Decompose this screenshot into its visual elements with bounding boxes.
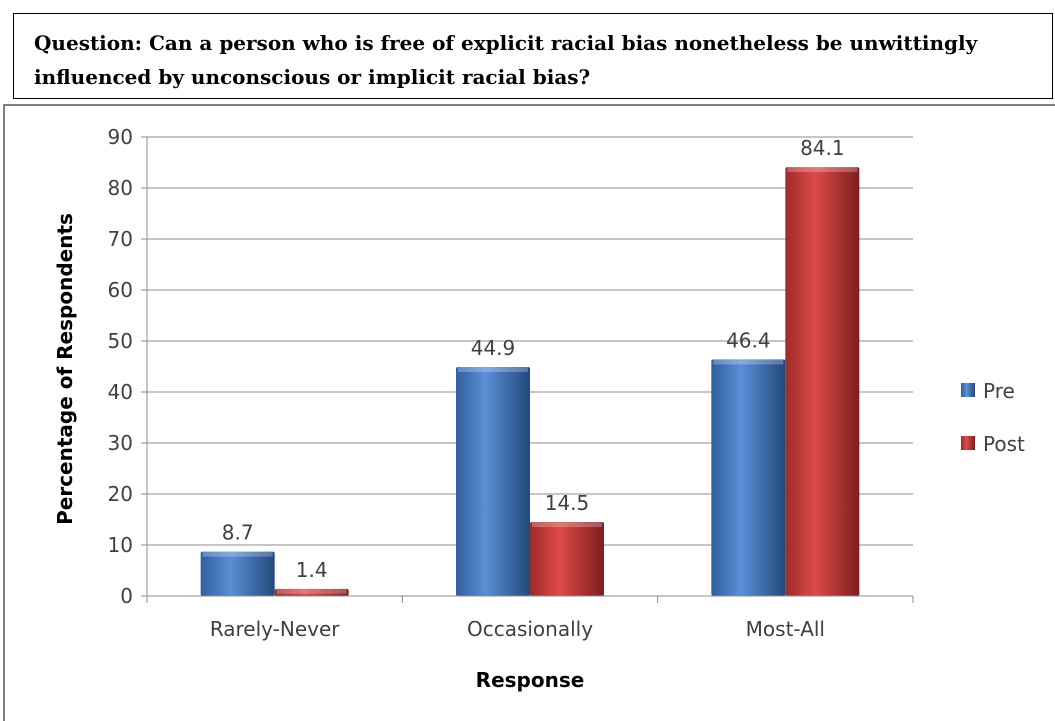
bar-post-occasionally bbox=[530, 522, 604, 596]
y-tick-label: 10 bbox=[108, 533, 133, 557]
legend-swatch-post bbox=[961, 436, 975, 450]
bar-highlight bbox=[532, 522, 602, 528]
y-tick-label: 80 bbox=[108, 176, 133, 200]
data-labels: 8.7 1.4 44.9 14.5 46.4 84.1 bbox=[222, 136, 845, 582]
y-axis-title: Percentage of Respondents bbox=[53, 213, 77, 525]
data-label: 84.1 bbox=[800, 136, 845, 160]
data-label: 14.5 bbox=[545, 491, 590, 515]
y-tick-label: 40 bbox=[108, 380, 133, 404]
data-label: 44.9 bbox=[471, 336, 516, 360]
data-label: 8.7 bbox=[222, 521, 254, 545]
bar-post-rarely-never bbox=[274, 588, 349, 596]
y-tick-label: 0 bbox=[120, 584, 133, 608]
y-tick-label: 90 bbox=[108, 125, 133, 149]
question-text: Question: Can a person who is free of ex… bbox=[34, 31, 978, 89]
bar-post-most-all bbox=[785, 167, 860, 596]
bar-pre-most-all bbox=[711, 359, 786, 596]
y-tick-label: 30 bbox=[108, 431, 133, 455]
legend-swatch-pre bbox=[961, 383, 975, 397]
question-box: Question: Can a person who is free of ex… bbox=[13, 13, 1053, 99]
x-axis-title: Response bbox=[476, 668, 585, 692]
axes: 0 10 20 30 40 50 60 70 80 90 Rarely-Never Occasiona… bbox=[108, 125, 914, 641]
legend-label-post: Post bbox=[983, 432, 1025, 456]
bar-highlight bbox=[202, 551, 273, 557]
y-tick-label: 70 bbox=[108, 227, 133, 251]
bar-highlight bbox=[276, 588, 347, 594]
bar-highlight bbox=[458, 367, 528, 373]
y-tick-label: 50 bbox=[108, 329, 133, 353]
legend-label-pre: Pre bbox=[983, 379, 1015, 403]
bar-pre-occasionally bbox=[456, 367, 530, 596]
y-tick-label: 60 bbox=[108, 278, 133, 302]
bar-highlight bbox=[713, 359, 784, 365]
x-tick-label: Most-All bbox=[746, 617, 825, 641]
bar-pre-rarely-never bbox=[200, 551, 275, 596]
legend: Pre Post bbox=[961, 379, 1025, 456]
chart-frame bbox=[3, 104, 1055, 721]
data-label: 1.4 bbox=[296, 558, 328, 582]
data-label: 46.4 bbox=[726, 328, 771, 352]
bars bbox=[200, 167, 860, 596]
y-tick-label: 20 bbox=[108, 482, 133, 506]
x-tick-label: Rarely-Never bbox=[210, 617, 340, 641]
x-tick-label: Occasionally bbox=[467, 617, 593, 641]
bar-highlight bbox=[787, 167, 858, 173]
